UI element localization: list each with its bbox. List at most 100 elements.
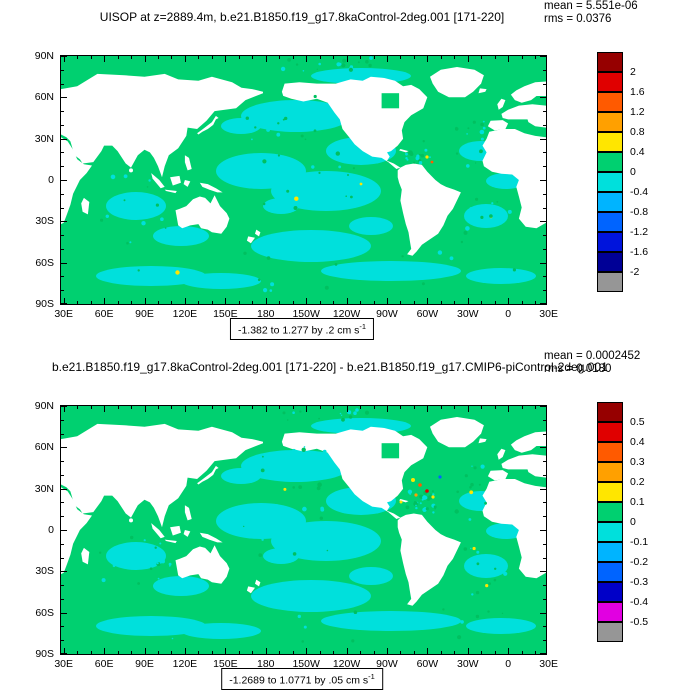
axis-tick [535, 651, 537, 654]
axis-tick [104, 298, 106, 304]
axis-tick [171, 56, 173, 59]
mean-label: mean = 0.0002452 [544, 350, 641, 362]
axis-tick [540, 138, 546, 140]
axis-tick [543, 248, 546, 250]
axis-tick [467, 406, 469, 412]
axis-tick [413, 56, 415, 59]
colorbar-box [597, 132, 623, 152]
colorbar-box [597, 72, 623, 92]
page-title-diff: b.e21.B1850.f19_g17.8kaControl-2deg.001 … [52, 360, 608, 374]
x-tick-label: 90W [376, 658, 398, 670]
x-tick-label: 150E [213, 308, 238, 320]
axis-tick [131, 301, 133, 304]
axis-tick [521, 651, 523, 654]
y-tick-label: 90N [34, 400, 54, 412]
axis-tick [90, 406, 92, 409]
axis-tick [61, 248, 64, 250]
x-tick-label: 90W [376, 308, 398, 320]
world-map-plot [61, 406, 546, 654]
colorbar-tick-label: 0.3 [630, 456, 645, 468]
hotspot-dots [359, 155, 434, 186]
y-tick-label: 30N [34, 482, 54, 495]
axis-tick [292, 651, 294, 654]
axis-tick [225, 298, 227, 304]
y-tick-label: 60N [34, 441, 54, 454]
axis-tick [61, 598, 64, 600]
axis-tick [292, 56, 294, 59]
x-tick-label: 0 [505, 658, 512, 670]
axis-tick [467, 56, 469, 62]
axis-tick [61, 221, 67, 223]
stats-block: mean = 0.0002452 rms = 0.0180 [544, 350, 640, 376]
x-tick-label: 30E [54, 658, 74, 670]
range-label: -1.2689 to 1.0771 by .05 cm s [229, 674, 369, 687]
x-tick-label: 150E [213, 658, 238, 670]
axis-tick [61, 640, 64, 642]
x-tick-label: 120W [332, 308, 361, 320]
x-tick-label: 90E [135, 308, 154, 320]
colorbar-box [597, 462, 623, 482]
axis-tick [543, 474, 546, 476]
axis-tick [494, 651, 496, 654]
axis-tick [494, 56, 496, 59]
axis-tick [61, 557, 64, 559]
colorbar-tick-label: -0.4 [630, 186, 649, 198]
axis-tick [144, 648, 146, 654]
colorbar-tick-label: 0.1 [630, 496, 645, 508]
axis-tick [306, 298, 308, 304]
axis-tick [61, 585, 64, 587]
x-tick-label: 60E [94, 658, 114, 670]
axis-tick [61, 543, 64, 545]
axis-tick [373, 56, 375, 59]
axis-tick [63, 406, 65, 412]
axis-tick [171, 651, 173, 654]
axis-tick [454, 651, 456, 654]
axis-tick [252, 301, 254, 304]
range-exponent: -1 [368, 672, 375, 681]
axis-tick [535, 301, 537, 304]
axis-tick [61, 516, 64, 518]
axis-tick [279, 651, 281, 654]
colorbar-tick-label: -0.8 [630, 206, 649, 218]
axis-tick [481, 301, 483, 304]
axis-tick [427, 56, 429, 62]
axis-tick [521, 301, 523, 304]
x-tick-label: 0 [505, 308, 512, 320]
x-tick-label: 150W [292, 658, 320, 670]
axis-tick [540, 262, 546, 264]
colorbar-box [597, 212, 623, 232]
axis-tick [238, 56, 240, 59]
axis-tick [540, 56, 546, 57]
axis-tick [157, 406, 159, 409]
contour-speckles [100, 56, 516, 293]
x-tick-label: 180 [256, 658, 275, 670]
axis-tick [238, 406, 240, 409]
axis-tick [144, 406, 146, 412]
colorbar-box [597, 502, 623, 522]
axis-tick [61, 653, 67, 654]
axis-tick [77, 56, 79, 59]
axis-tick [540, 180, 546, 182]
axis-tick [440, 651, 442, 654]
world-map-plot [61, 56, 546, 304]
axis-tick [157, 56, 159, 59]
axis-tick [319, 651, 321, 654]
colorbar-tick-label: -0.5 [630, 616, 649, 628]
axis-tick [61, 111, 64, 113]
axis-tick [427, 406, 429, 412]
axis-tick [61, 97, 67, 99]
axis-tick [494, 301, 496, 304]
axis-tick [117, 301, 119, 304]
axis-tick [131, 56, 133, 59]
axis-tick [373, 406, 375, 409]
axis-tick [535, 406, 537, 409]
axis-tick [543, 461, 546, 463]
rms-label: rms = 0.0180 [544, 363, 612, 375]
axis-tick [144, 298, 146, 304]
axis-tick [386, 406, 388, 412]
colorbar-box [597, 562, 623, 582]
panel-top: UISOP at z=2889.4m, b.e21.B1850.f19_g17.… [35, 0, 649, 340]
map-frame: 30E 60E 90E 120E 150E 180 150W 120W 90W 60W 30W 0 30… [35, 50, 558, 320]
axis-tick [508, 56, 510, 62]
axis-tick [104, 406, 106, 412]
